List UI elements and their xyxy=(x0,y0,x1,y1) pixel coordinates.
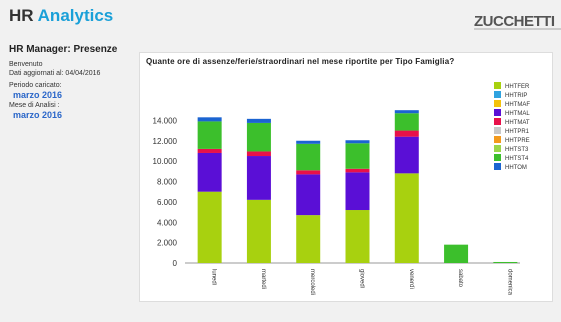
app-title: HR Analytics xyxy=(9,6,113,26)
x-category-label: martedì xyxy=(260,269,266,290)
bar-segment xyxy=(246,151,271,157)
logo-underline xyxy=(474,28,561,30)
legend-swatch xyxy=(494,82,501,89)
bar-segment xyxy=(493,261,518,263)
y-tick-label: 0 xyxy=(173,259,178,268)
y-tick-label: 12.000 xyxy=(153,137,178,146)
legend-label: HHTPRE xyxy=(505,138,530,144)
bar-segment xyxy=(197,117,222,122)
bar-segment xyxy=(345,140,370,144)
y-tick-label: 14.000 xyxy=(153,116,178,125)
x-category-label: venerdì xyxy=(408,269,414,289)
bar-segment xyxy=(394,110,419,114)
bar-segment xyxy=(345,168,370,173)
legend-label: HHTMAT xyxy=(505,120,530,126)
month-value-link[interactable]: marzo 2016 xyxy=(13,110,63,120)
app-title-hr: HR xyxy=(9,6,34,25)
zucchetti-logo: ZUCCHETTI xyxy=(474,13,561,30)
logo-text: ZUCCHETTI xyxy=(474,13,555,30)
bar-segment xyxy=(296,215,321,263)
x-category-label: sabato xyxy=(457,269,463,288)
bar-segment xyxy=(246,199,271,263)
legend-swatch xyxy=(494,145,501,152)
welcome-text: Benvenuto xyxy=(9,61,43,68)
updated-text: Dati aggiornati al: 04/04/2016 xyxy=(9,70,101,77)
chart-title: Quante ore di assenze/ferie/straordinari… xyxy=(146,57,455,66)
bar-segment xyxy=(345,172,370,211)
sidebar-title: HR Manager: Presenze xyxy=(9,44,118,55)
legend-swatch xyxy=(494,136,501,143)
bar-segment xyxy=(197,191,222,263)
legend-swatch xyxy=(494,127,501,134)
legend-swatch xyxy=(494,118,501,125)
bar-segment xyxy=(296,174,321,216)
x-category-label: lunedì xyxy=(211,269,217,286)
legend-label: HHTST3 xyxy=(505,147,529,153)
bar-segment xyxy=(296,170,321,175)
y-tick-label: 4.000 xyxy=(157,218,178,227)
legend-swatch xyxy=(494,109,501,116)
bar-segment xyxy=(394,130,419,137)
x-category-label: domenica xyxy=(506,269,512,296)
legend-swatch xyxy=(494,163,501,170)
bar-segment xyxy=(296,143,321,171)
legend-label: HHTFER xyxy=(505,84,530,90)
legend-label: HHTMAF xyxy=(505,102,530,108)
x-category-label: giovedì xyxy=(359,269,365,289)
bar-segment xyxy=(345,143,370,169)
legend-label: HHTOM xyxy=(505,165,527,171)
period-value-link[interactable]: marzo 2016 xyxy=(13,90,63,100)
legend-swatch xyxy=(494,154,501,161)
legend-label: HHTST4 xyxy=(505,156,529,162)
y-tick-label: 8.000 xyxy=(157,178,178,187)
bar-segment xyxy=(197,148,222,153)
bar-segment xyxy=(246,118,271,123)
bar-segment xyxy=(197,152,222,192)
legend-swatch xyxy=(494,91,501,98)
bar-segment xyxy=(394,113,419,131)
legend-label: HHTPR1 xyxy=(505,129,530,135)
bar-segment xyxy=(394,173,419,263)
bar-segment xyxy=(394,136,419,174)
bar-segment xyxy=(296,140,321,144)
bar-segment xyxy=(197,121,222,149)
bar-segment xyxy=(345,210,370,263)
y-tick-label: 6.000 xyxy=(157,198,178,207)
y-tick-label: 10.000 xyxy=(153,157,178,166)
legend-label: HHTRIP xyxy=(505,93,527,99)
x-category-label: mercoledì xyxy=(309,269,315,296)
bar-segment xyxy=(246,122,271,152)
legend-label: HHTMAL xyxy=(505,111,530,117)
y-tick-label: 2.000 xyxy=(157,239,178,248)
bar-segment xyxy=(246,156,271,200)
month-label: Mese di Analisi : xyxy=(9,102,60,109)
period-label: Periodo caricato: xyxy=(9,82,62,89)
app-title-analytics: Analytics xyxy=(37,6,114,25)
sidebar: HR Manager: Presenze Benvenuto Dati aggi… xyxy=(9,44,129,121)
bar-segment xyxy=(444,244,469,263)
legend-swatch xyxy=(494,100,501,107)
